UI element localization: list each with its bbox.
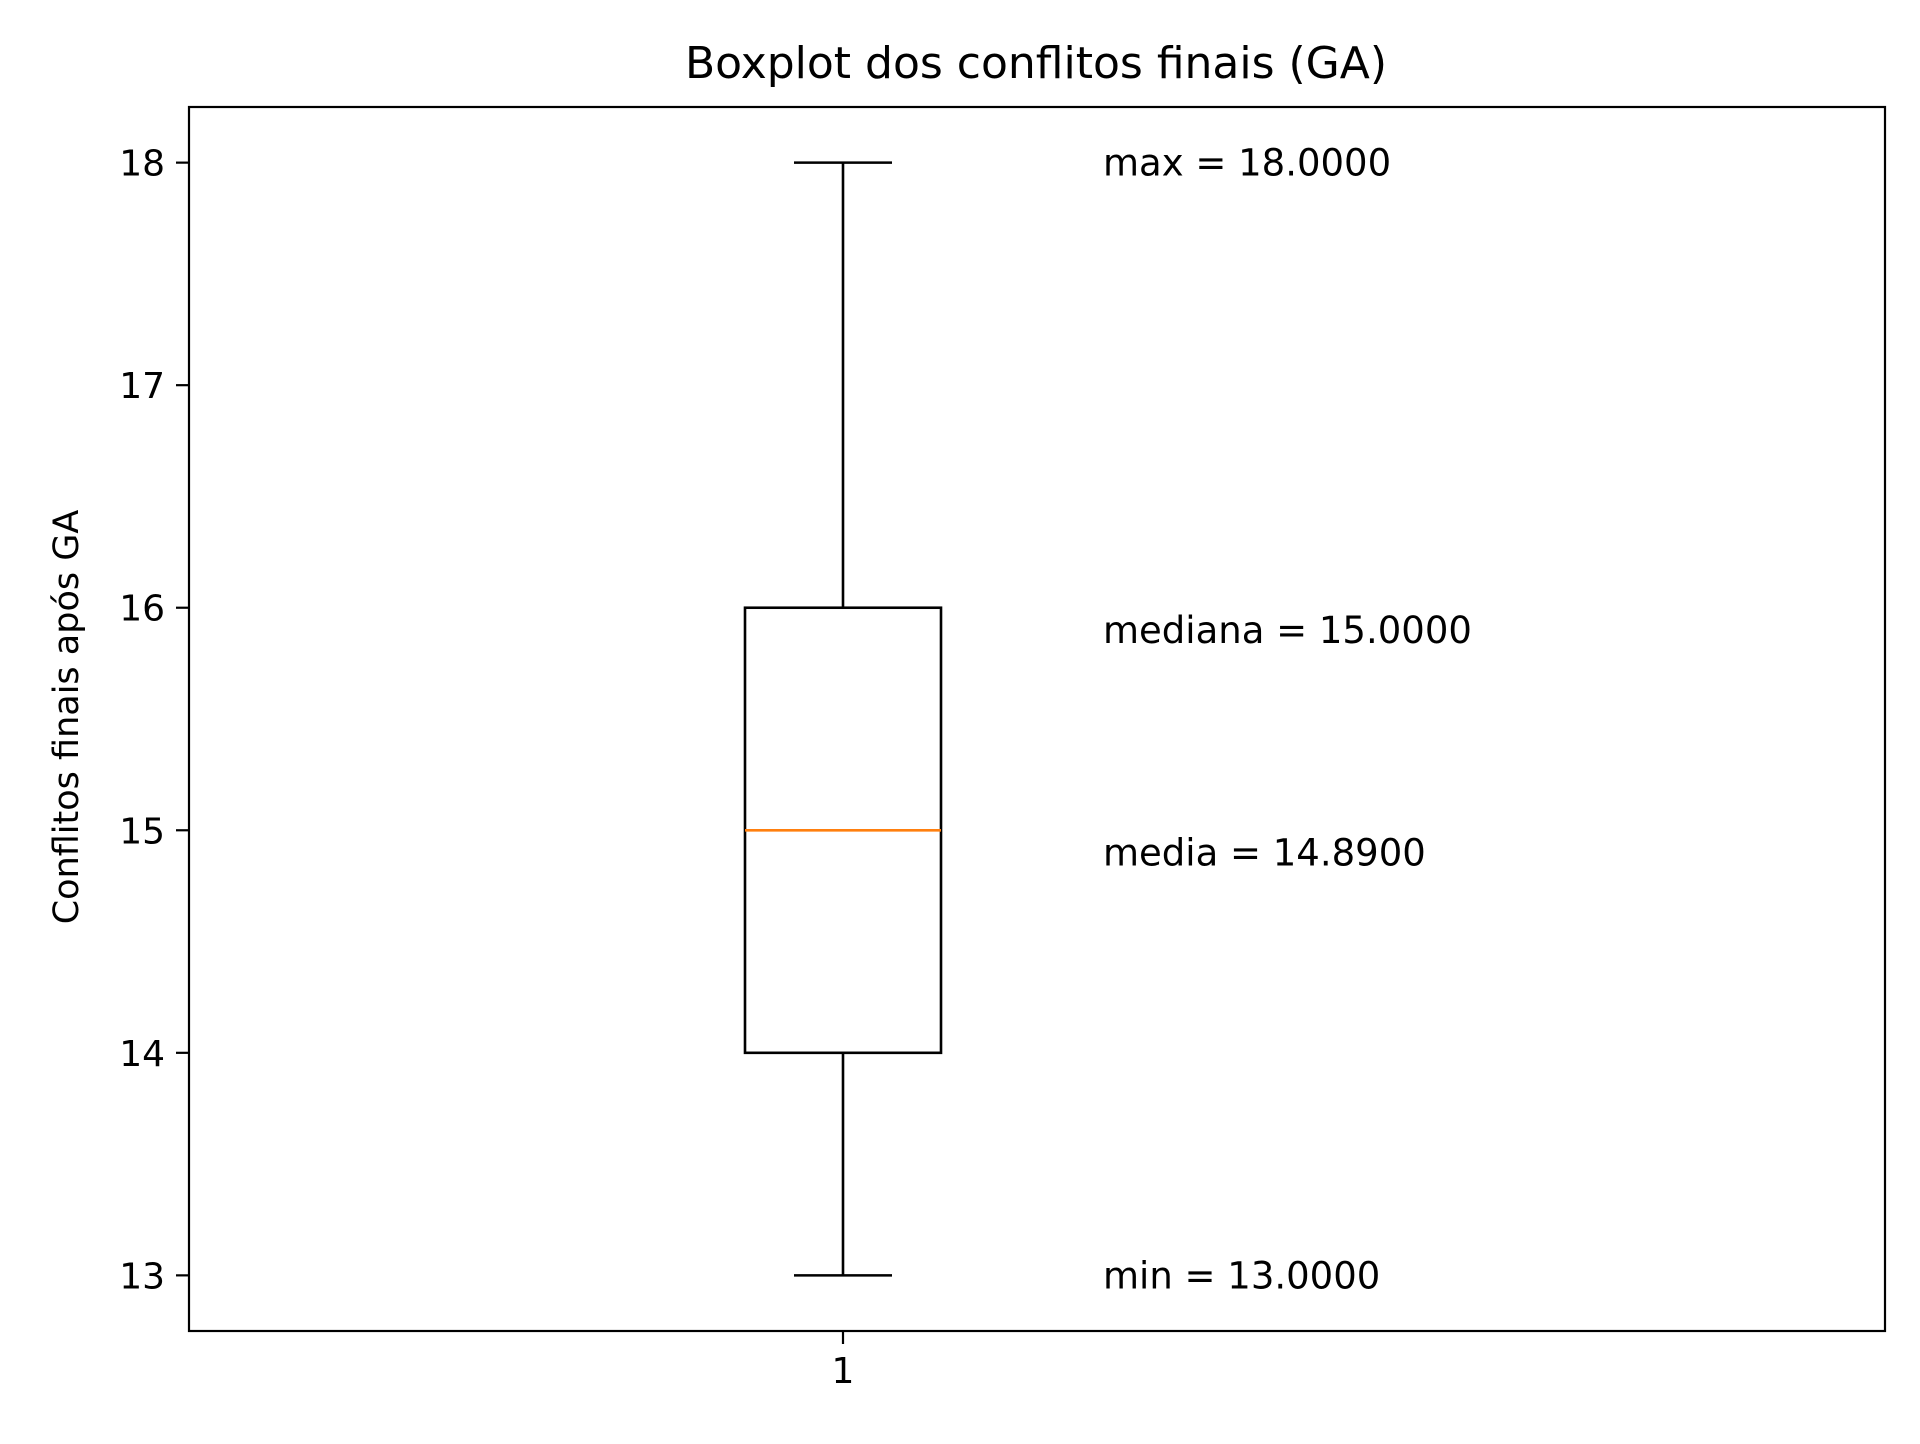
plot-area: 13 14 15 16 17 18 1 max = 18.0000 mediana = 15.0…: [119, 142, 1472, 1392]
y-tick-label: 17: [119, 366, 165, 407]
stat-annotation: media = 14.8900: [1103, 832, 1426, 875]
y-tick-label: 18: [119, 144, 165, 185]
plot-frame: [187, 105, 1887, 1333]
y-tick-label: 16: [119, 589, 165, 630]
chart-title: Boxplot dos conflitos finais (GA): [685, 38, 1387, 89]
y-tick-label: 14: [119, 1034, 165, 1075]
stat-annotation: min = 13.0000: [1103, 1254, 1380, 1297]
y-tick-label: 15: [119, 811, 165, 852]
y-tick-label: 13: [119, 1256, 165, 1297]
stat-annotation: mediana = 15.0000: [1103, 609, 1472, 652]
x-tick-label: 1: [832, 1351, 855, 1392]
stat-annotation: max = 18.0000: [1103, 142, 1391, 185]
y-axis-label: Conflitos finais após GA: [47, 510, 87, 925]
